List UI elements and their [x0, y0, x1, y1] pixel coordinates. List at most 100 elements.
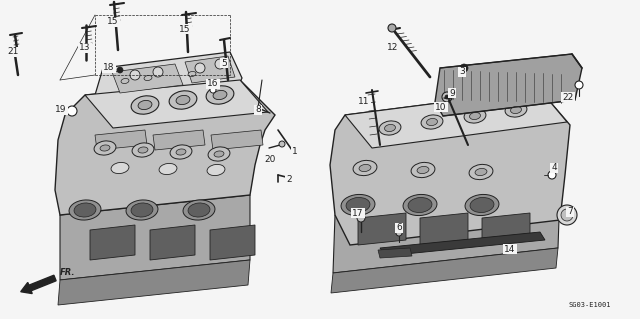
Polygon shape — [153, 130, 205, 150]
Polygon shape — [378, 248, 412, 258]
Ellipse shape — [132, 143, 154, 157]
Polygon shape — [210, 225, 255, 260]
Ellipse shape — [411, 162, 435, 178]
Polygon shape — [331, 248, 558, 293]
Ellipse shape — [67, 106, 77, 116]
Ellipse shape — [111, 162, 129, 174]
Text: 21: 21 — [7, 48, 19, 56]
Ellipse shape — [100, 145, 110, 151]
Ellipse shape — [279, 141, 285, 147]
Ellipse shape — [445, 95, 449, 99]
Ellipse shape — [505, 103, 527, 117]
Ellipse shape — [417, 167, 429, 174]
Text: FR.: FR. — [60, 268, 76, 277]
Ellipse shape — [396, 230, 402, 236]
Text: 15: 15 — [108, 18, 119, 26]
Ellipse shape — [169, 91, 197, 109]
Ellipse shape — [170, 145, 192, 159]
Text: 9: 9 — [449, 88, 455, 98]
Polygon shape — [150, 225, 195, 260]
Ellipse shape — [69, 200, 101, 220]
Ellipse shape — [408, 197, 432, 212]
Text: 16: 16 — [207, 79, 219, 88]
Text: 10: 10 — [435, 102, 447, 112]
Ellipse shape — [388, 24, 396, 32]
Text: 13: 13 — [79, 43, 91, 53]
Polygon shape — [112, 64, 183, 93]
Ellipse shape — [176, 95, 190, 105]
Ellipse shape — [464, 109, 486, 123]
Ellipse shape — [215, 59, 225, 69]
Polygon shape — [358, 213, 406, 245]
Ellipse shape — [207, 164, 225, 175]
Polygon shape — [330, 90, 570, 245]
Polygon shape — [185, 56, 235, 83]
Ellipse shape — [470, 197, 494, 212]
Ellipse shape — [94, 141, 116, 155]
Ellipse shape — [475, 168, 487, 175]
Ellipse shape — [138, 147, 148, 153]
Ellipse shape — [460, 64, 468, 72]
Text: 6: 6 — [396, 224, 402, 233]
Polygon shape — [90, 225, 135, 260]
Ellipse shape — [385, 124, 396, 131]
Polygon shape — [85, 80, 268, 128]
Text: 11: 11 — [358, 97, 370, 106]
Ellipse shape — [208, 147, 230, 161]
Ellipse shape — [379, 121, 401, 135]
Polygon shape — [95, 52, 242, 110]
Text: 22: 22 — [563, 93, 573, 101]
FancyArrow shape — [20, 275, 56, 293]
Text: 14: 14 — [504, 244, 516, 254]
Text: 5: 5 — [221, 58, 227, 68]
Ellipse shape — [195, 63, 205, 73]
Ellipse shape — [353, 160, 377, 176]
Text: 20: 20 — [264, 155, 276, 165]
Polygon shape — [95, 130, 147, 150]
Ellipse shape — [357, 214, 365, 222]
Text: 8: 8 — [255, 106, 261, 115]
Text: 15: 15 — [179, 25, 191, 33]
Polygon shape — [435, 54, 582, 116]
Polygon shape — [60, 195, 250, 280]
Ellipse shape — [130, 70, 140, 80]
Text: 2: 2 — [286, 174, 292, 183]
Polygon shape — [482, 213, 530, 245]
Ellipse shape — [138, 100, 152, 110]
Ellipse shape — [359, 164, 371, 172]
Ellipse shape — [206, 86, 234, 104]
Polygon shape — [55, 80, 275, 215]
Text: 4: 4 — [551, 164, 557, 173]
Ellipse shape — [346, 197, 370, 212]
Text: 19: 19 — [55, 106, 67, 115]
Ellipse shape — [561, 209, 573, 221]
Text: 7: 7 — [567, 207, 573, 217]
Ellipse shape — [188, 203, 210, 217]
Text: 3: 3 — [459, 68, 465, 77]
Ellipse shape — [159, 163, 177, 174]
Polygon shape — [333, 190, 560, 273]
Ellipse shape — [442, 92, 452, 102]
Ellipse shape — [74, 203, 96, 217]
Text: SG03-E1001: SG03-E1001 — [569, 302, 611, 308]
Ellipse shape — [341, 195, 375, 216]
Ellipse shape — [465, 195, 499, 216]
Ellipse shape — [470, 113, 481, 120]
Ellipse shape — [144, 75, 152, 81]
Ellipse shape — [121, 78, 129, 84]
Text: 12: 12 — [387, 42, 399, 51]
Ellipse shape — [548, 171, 556, 179]
Ellipse shape — [403, 195, 437, 216]
Polygon shape — [211, 130, 263, 150]
Text: 17: 17 — [352, 209, 364, 218]
Ellipse shape — [511, 107, 522, 114]
Ellipse shape — [153, 67, 163, 77]
Polygon shape — [420, 213, 468, 245]
Ellipse shape — [421, 115, 443, 129]
Ellipse shape — [426, 118, 438, 126]
Ellipse shape — [557, 205, 577, 225]
Polygon shape — [345, 90, 567, 148]
Ellipse shape — [131, 96, 159, 114]
Ellipse shape — [575, 81, 583, 89]
Ellipse shape — [214, 151, 224, 157]
